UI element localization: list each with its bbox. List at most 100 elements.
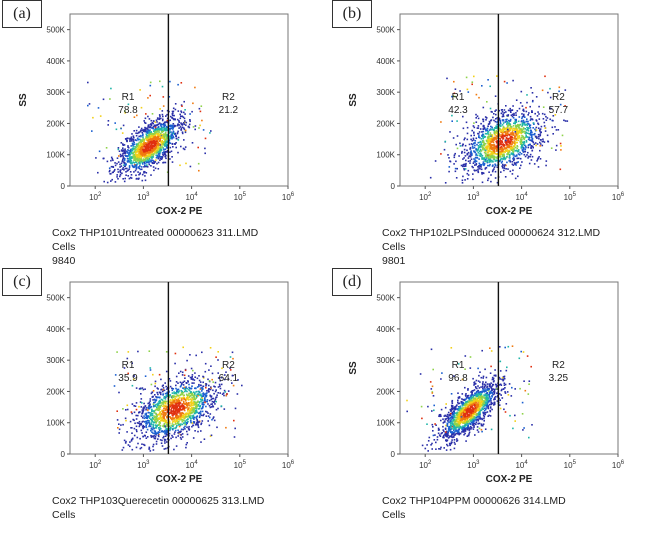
- event-dot: [192, 398, 195, 401]
- event-dot: [506, 82, 508, 84]
- event-dot: [219, 392, 221, 394]
- event-dot: [489, 149, 491, 151]
- event-dot: [163, 161, 165, 164]
- event-dot: [139, 145, 141, 147]
- event-dot: [173, 404, 175, 407]
- event-dot: [477, 166, 479, 168]
- event-dot: [521, 123, 524, 126]
- event-dot: [138, 138, 141, 141]
- event-dot: [506, 140, 509, 142]
- event-dot: [528, 133, 530, 135]
- event-dot: [522, 137, 525, 140]
- event-dot: [444, 182, 447, 184]
- event-dot: [169, 429, 171, 432]
- event-dot: [485, 376, 488, 379]
- event-dot: [510, 145, 513, 148]
- event-dot: [172, 130, 175, 132]
- event-dot: [499, 137, 501, 140]
- event-dot: [155, 408, 158, 411]
- event-dot: [133, 171, 135, 173]
- region-percent: 35.9: [118, 373, 138, 384]
- event-dot: [148, 129, 150, 132]
- event-dot: [174, 362, 176, 365]
- event-dot: [484, 407, 486, 410]
- event-dot: [133, 116, 136, 118]
- event-dot: [177, 388, 180, 391]
- event-dot: [176, 408, 179, 411]
- event-dot: [503, 131, 506, 134]
- event-dot: [158, 423, 161, 426]
- event-dot: [189, 395, 192, 397]
- event-dot: [164, 153, 167, 156]
- event-dot: [506, 122, 508, 124]
- event-dot: [498, 117, 500, 120]
- event-dot: [479, 416, 481, 419]
- event-dot: [136, 177, 138, 180]
- event-dot: [155, 416, 158, 419]
- event-dot: [175, 414, 177, 416]
- event-dot: [177, 110, 180, 112]
- event-dot: [503, 109, 506, 111]
- event-dot: [213, 385, 215, 388]
- event-dot: [200, 407, 203, 410]
- event-dot: [487, 179, 489, 182]
- event-dot: [149, 133, 151, 136]
- event-dot: [439, 413, 442, 416]
- event-dot: [150, 147, 152, 150]
- event-dot: [179, 126, 182, 128]
- event-dot: [505, 164, 507, 167]
- event-dot: [150, 123, 152, 125]
- event-dot: [161, 137, 163, 139]
- event-dot: [524, 130, 526, 133]
- event-dot: [149, 369, 152, 371]
- event-dot: [164, 131, 167, 134]
- event-dot: [494, 160, 497, 162]
- event-dot: [509, 143, 512, 145]
- event-dot: [515, 121, 518, 123]
- event-dot: [207, 391, 210, 393]
- event-dot: [166, 136, 168, 139]
- event-dot: [159, 411, 161, 414]
- event-dot: [153, 421, 156, 424]
- event-dot: [196, 405, 199, 408]
- event-dot: [439, 448, 442, 450]
- event-dot: [464, 137, 466, 139]
- event-dot: [518, 129, 520, 131]
- event-dot: [185, 414, 188, 416]
- event-dot: [189, 376, 192, 379]
- event-dot: [521, 129, 524, 131]
- event-dot: [162, 127, 164, 129]
- event-dot: [494, 156, 496, 158]
- event-dot: [478, 422, 481, 425]
- event-dot: [214, 398, 217, 400]
- event-dot: [508, 141, 511, 144]
- event-dot: [151, 152, 153, 154]
- event-dot: [138, 167, 141, 170]
- event-dot: [440, 446, 442, 449]
- event-dot: [152, 432, 154, 434]
- event-dot: [174, 108, 177, 111]
- event-dot: [518, 127, 520, 129]
- event-dot: [490, 139, 492, 142]
- event-dot: [530, 130, 532, 132]
- event-dot: [124, 150, 127, 152]
- event-dot: [545, 115, 547, 118]
- event-dot: [129, 176, 132, 179]
- event-dot: [543, 125, 546, 127]
- event-dot: [147, 409, 149, 411]
- event-dot: [122, 144, 124, 146]
- event-dot: [165, 428, 167, 431]
- event-dot: [478, 135, 480, 137]
- event-dot: [520, 141, 522, 144]
- event-dot: [166, 434, 168, 436]
- event-dot: [136, 422, 139, 424]
- event-dot: [142, 388, 145, 391]
- event-dot: [180, 419, 183, 421]
- event-dot: [149, 400, 151, 402]
- event-dot: [144, 129, 146, 131]
- event-dot: [180, 397, 183, 399]
- event-dot: [183, 123, 185, 126]
- event-dot: [510, 149, 512, 151]
- event-dot: [502, 128, 504, 130]
- event-dot: [123, 150, 126, 153]
